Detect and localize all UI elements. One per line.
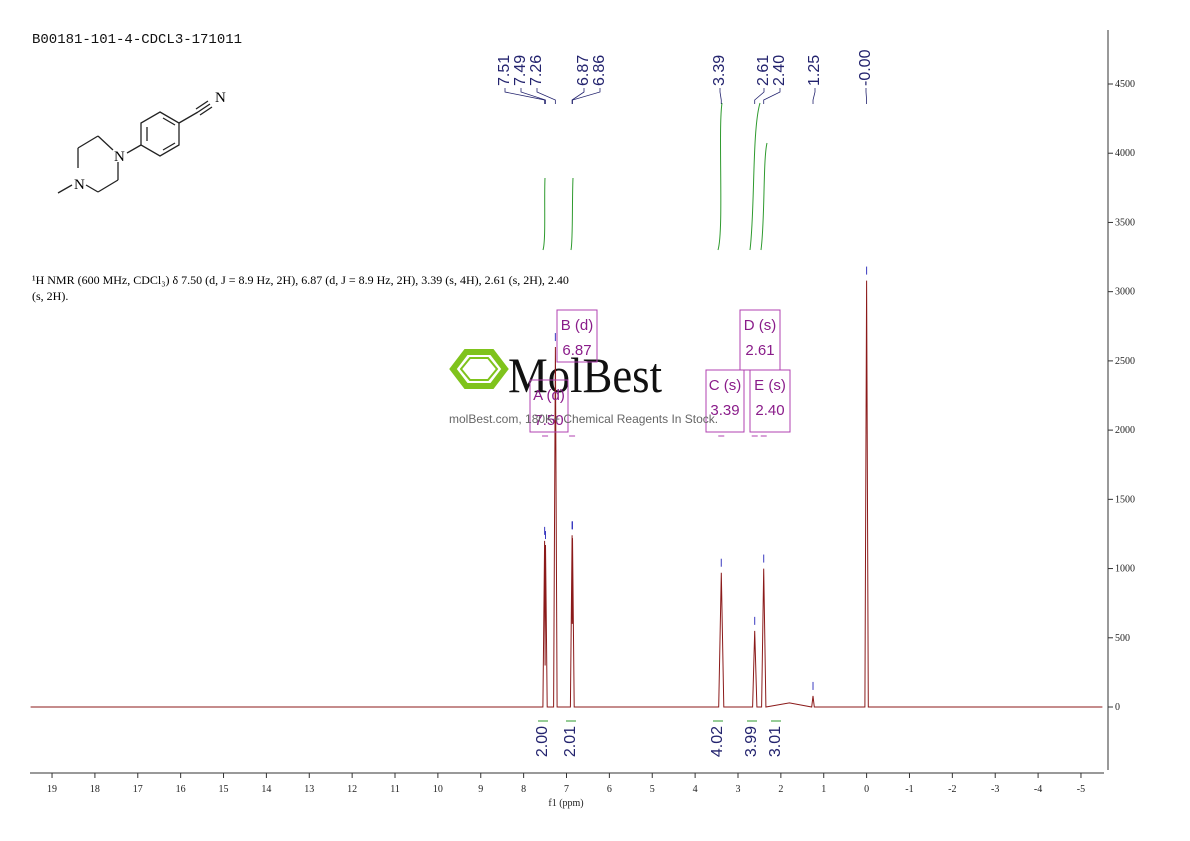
peak-label: 2.40 <box>771 55 788 86</box>
x-tick-label: 17 <box>133 784 143 795</box>
peak-label: 3.39 <box>711 55 728 86</box>
x-tick-label: -5 <box>1077 784 1085 795</box>
multiplet-name: E (s) <box>754 377 786 394</box>
x-tick-label: 7 <box>564 784 569 795</box>
peak-label: 7.49 <box>512 55 529 86</box>
x-tick-label: 2 <box>778 784 783 795</box>
x-tick-label: -1 <box>905 784 913 795</box>
y-tick-label: 3000 <box>1115 287 1135 298</box>
peak-leader <box>812 88 816 104</box>
x-tick-label: -2 <box>948 784 956 795</box>
integral-label: 2.00 <box>534 726 551 757</box>
peak-label: -0.00 <box>857 49 874 86</box>
peak-leader <box>571 88 585 104</box>
multiplet-box <box>749 369 791 433</box>
x-axis-label: f1 (ppm) <box>548 798 583 809</box>
peak-label: 7.26 <box>528 55 545 86</box>
atom-label: N <box>215 90 226 106</box>
chart-title: B00181-101-4-CDCL3-171011 <box>32 32 243 48</box>
y-tick-label: 500 <box>1115 633 1130 644</box>
x-tick-label: 12 <box>347 784 357 795</box>
x-tick-label: 1 <box>821 784 826 795</box>
y-tick-label: 1000 <box>1115 564 1135 575</box>
peak-leader <box>504 88 546 104</box>
x-tick-label: 13 <box>304 784 314 795</box>
peak-leader <box>865 88 868 104</box>
multiplet-box <box>705 369 745 433</box>
peak-leader <box>520 88 546 104</box>
watermark-text: MolBest <box>508 347 662 403</box>
integral-label: 3.01 <box>767 726 784 757</box>
multiplet-box <box>556 309 598 363</box>
atom-label: N <box>74 177 85 193</box>
x-tick-label: 10 <box>433 784 443 795</box>
x-tick-label: 5 <box>650 784 655 795</box>
y-tick-label: 1500 <box>1115 494 1135 505</box>
x-tick-label: 15 <box>219 784 229 795</box>
y-tick-label: 3500 <box>1115 217 1135 228</box>
x-tick-label: 0 <box>864 784 869 795</box>
y-tick-label: 2000 <box>1115 425 1135 436</box>
peak-leader <box>763 88 781 104</box>
x-tick-label: -4 <box>1034 784 1042 795</box>
peak-label: 7.51 <box>496 55 513 86</box>
multiplet-name: D (s) <box>744 317 777 334</box>
y-tick-label: 4500 <box>1115 79 1135 90</box>
peak-label: 2.61 <box>755 55 772 86</box>
watermark-logo <box>449 349 509 389</box>
x-tick-label: 9 <box>478 784 483 795</box>
spectrum-line <box>30 280 1103 708</box>
peak-label: 6.87 <box>575 55 592 86</box>
x-tick-label: 11 <box>390 784 400 795</box>
x-tick-label: 19 <box>47 784 57 795</box>
peak-leader <box>719 88 722 104</box>
x-tick-label: 4 <box>693 784 698 795</box>
peak-label: 6.86 <box>591 55 608 86</box>
multiplet-box <box>529 379 569 433</box>
multiplet-shift: 2.40 <box>755 402 784 419</box>
integral-label: 4.02 <box>709 726 726 757</box>
multiplet-shift: 6.87 <box>562 342 591 359</box>
x-tick-label: 3 <box>735 784 740 795</box>
structure <box>57 100 213 194</box>
multiplet-name: A (d) <box>533 387 565 404</box>
multiplet-name: B (d) <box>561 317 594 334</box>
x-tick-label: 14 <box>261 784 271 795</box>
multiplet-shift: 7.50 <box>534 412 563 429</box>
x-tick-label: 6 <box>607 784 612 795</box>
watermark-tagline: molBest.com, 180K+ Chemical Reagents In … <box>449 412 719 426</box>
y-tick-label: 4000 <box>1115 148 1135 159</box>
multiplet-shift: 3.39 <box>710 402 739 419</box>
peak-leader <box>536 88 556 104</box>
x-tick-label: 18 <box>90 784 100 795</box>
chart-subtitle: ¹H NMR (600 MHz, CDCl₃) δ 7.50 (d, J = 8… <box>32 273 569 303</box>
x-tick-label: 8 <box>521 784 526 795</box>
integral-label: 3.99 <box>743 726 760 757</box>
peak-leader <box>754 88 765 104</box>
y-tick-label: 2500 <box>1115 356 1135 367</box>
peak-leader <box>572 88 601 104</box>
integral-label: 2.01 <box>562 726 579 757</box>
multiplet-shift: 2.61 <box>745 342 774 359</box>
x-tick-label: -3 <box>991 784 999 795</box>
integral-curves <box>542 102 768 251</box>
peak-label: 1.25 <box>806 55 823 86</box>
atom-label: N <box>114 149 125 165</box>
multiplet-name: C (s) <box>709 377 742 394</box>
y-tick-label: 0 <box>1115 702 1120 713</box>
x-tick-label: 16 <box>176 784 186 795</box>
